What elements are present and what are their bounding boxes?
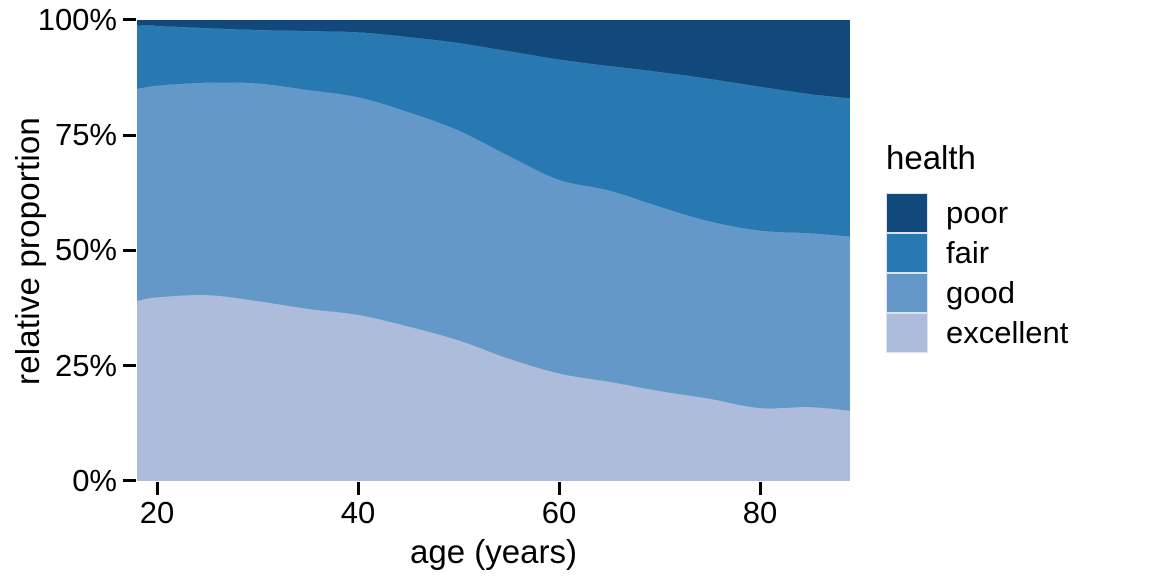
legend-swatch-fair <box>886 233 928 273</box>
legend-swatch-poor <box>886 193 928 233</box>
legend-entry-excellent: excellent <box>886 313 1068 353</box>
y-tick-mark <box>123 249 136 252</box>
y-tick-label: 50% <box>54 232 117 267</box>
legend-swatch-good <box>886 273 928 313</box>
legend-entry-good: good <box>886 273 1068 313</box>
x-tick-label: 40 <box>340 495 376 530</box>
legend-label: poor <box>946 195 1009 230</box>
legend-title: health <box>886 139 976 176</box>
y-tick-label: 75% <box>54 117 117 152</box>
legend-label: good <box>946 275 1015 310</box>
x-tick-mark <box>558 482 561 495</box>
x-tick-label: 60 <box>541 495 577 530</box>
legend-label: excellent <box>946 315 1069 350</box>
legend: health poor fair good excellent <box>886 139 1068 353</box>
stacked-area-plot <box>137 20 850 481</box>
legend-label: fair <box>946 235 990 270</box>
legend-entry-poor: poor <box>886 193 1068 233</box>
x-tick-label: 20 <box>139 495 175 530</box>
area-band-poor <box>137 20 850 99</box>
y-tick-mark <box>123 364 136 367</box>
y-tick-label: 25% <box>54 348 117 383</box>
y-tick-mark <box>123 479 136 482</box>
area-band-good <box>137 82 850 411</box>
x-tick-mark <box>759 482 762 495</box>
legend-entry-fair: fair <box>886 233 1068 273</box>
y-tick-mark <box>123 18 136 21</box>
x-tick-mark <box>357 482 360 495</box>
y-tick-label: 0% <box>72 463 117 498</box>
x-tick-mark <box>156 482 159 495</box>
y-tick-label: 100% <box>37 2 117 37</box>
area-band-excellent <box>137 295 850 481</box>
area-band-fair <box>137 25 850 237</box>
x-axis-title: age (years) <box>410 533 577 570</box>
y-tick-mark <box>123 134 136 137</box>
legend-swatch-excellent <box>886 313 928 353</box>
x-tick-label: 80 <box>742 495 778 530</box>
